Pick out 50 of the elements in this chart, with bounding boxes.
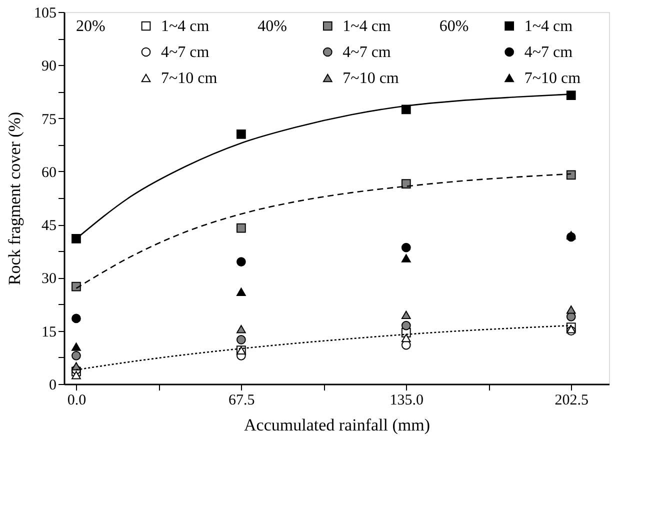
point — [72, 362, 81, 370]
point — [236, 288, 246, 296]
x-tick-label: 67.5 — [228, 392, 255, 408]
legend-label: 4~7 cm — [342, 44, 392, 61]
annotation: 60% — [439, 18, 469, 35]
y-tick-label: 75 — [42, 112, 56, 128]
point — [72, 234, 81, 244]
point — [566, 231, 576, 240]
legend-label: 1~4 cm — [342, 18, 392, 35]
point — [72, 282, 81, 292]
point — [401, 320, 411, 330]
y-tick-label: 30 — [42, 271, 56, 288]
point — [72, 342, 81, 351]
legend-label: 4~7 cm — [524, 44, 574, 61]
y-tick-label: 0 — [49, 378, 56, 394]
y-axis-title: Rock fragment cover (%) — [5, 112, 24, 286]
y-tick-label: 45 — [42, 218, 56, 234]
point — [566, 170, 576, 180]
y-tick-label: 60 — [42, 164, 56, 181]
point — [236, 130, 246, 139]
point — [236, 257, 246, 266]
point — [401, 104, 411, 114]
annotation: 20% — [76, 18, 106, 35]
x-tick-label: 202.5 — [554, 392, 588, 408]
legend-label: 1~4 cm — [524, 18, 574, 35]
y-tick-label: 90 — [42, 58, 56, 75]
point — [401, 310, 411, 320]
point — [401, 254, 411, 262]
point — [72, 350, 81, 360]
point — [72, 371, 81, 380]
x-tick-label: 0.0 — [67, 392, 86, 408]
point — [236, 324, 246, 334]
legend-label: 1~4 cm — [161, 18, 210, 35]
legend-label: 7~10 cm — [524, 70, 582, 87]
point — [401, 242, 411, 252]
y-tick-label: 105 — [34, 6, 56, 22]
point — [236, 335, 246, 344]
point — [72, 314, 81, 324]
point — [401, 334, 411, 342]
legend-label: 4~7 cm — [161, 44, 210, 61]
legend-label: 7~10 cm — [161, 70, 218, 87]
point — [236, 223, 246, 233]
point — [401, 179, 411, 189]
y-tick-label: 15 — [42, 324, 56, 340]
point — [566, 90, 576, 100]
annotation: 40% — [258, 18, 287, 35]
x-tick-label: 135.0 — [390, 392, 424, 408]
x-axis-title: Accumulated rainfall (mm) — [244, 416, 430, 434]
point — [566, 305, 576, 314]
legend-label: 7~10 cm — [342, 70, 400, 87]
